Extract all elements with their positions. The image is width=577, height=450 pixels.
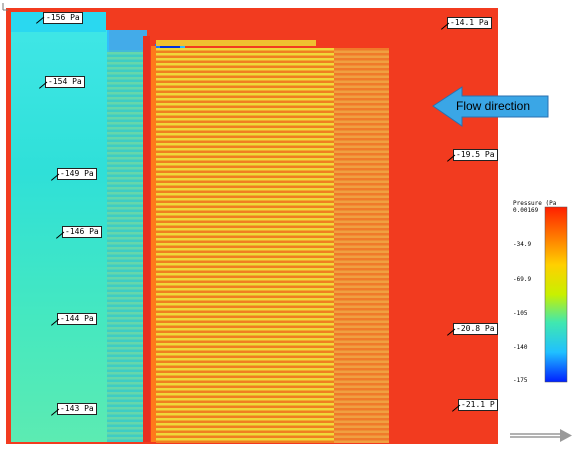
double-arrow-icon [510, 429, 572, 442]
pressure-label: -143 Pa [57, 403, 97, 415]
legend-tick: -69.9 [513, 276, 532, 283]
legend-colorbar [544, 206, 568, 383]
pressure-label: -146 Pa [62, 226, 102, 238]
pressure-label: -154 Pa [45, 76, 85, 88]
legend-tick: -34.9 [513, 241, 532, 248]
fin-bank-left [107, 52, 143, 442]
pressure-label: -144 Pa [57, 313, 97, 325]
legend-title: Pressure (Pa [513, 200, 557, 207]
pressure-label: -156 Pa [43, 12, 83, 24]
fin-bank-right [334, 48, 389, 443]
pressure-label: -20.8 Pa [453, 323, 498, 335]
separator-wall [143, 36, 150, 442]
flow-direction-arrow [432, 86, 549, 127]
fin-bank-main [156, 48, 334, 443]
legend-tick: -175 [513, 377, 528, 384]
legend-tick: 0.00169 [513, 207, 539, 214]
pressure-label: -21.1 P [458, 399, 498, 411]
legend-tick: -105 [513, 310, 528, 317]
corner-marker-icon [2, 3, 8, 11]
pressure-label: -19.5 Pa [453, 149, 498, 161]
pressure-label: -149 Pa [57, 168, 97, 180]
pressure-label: -14.1 Pa [447, 17, 492, 29]
flow-direction-label: Flow direction [456, 99, 531, 113]
legend-tick: -140 [513, 344, 528, 351]
